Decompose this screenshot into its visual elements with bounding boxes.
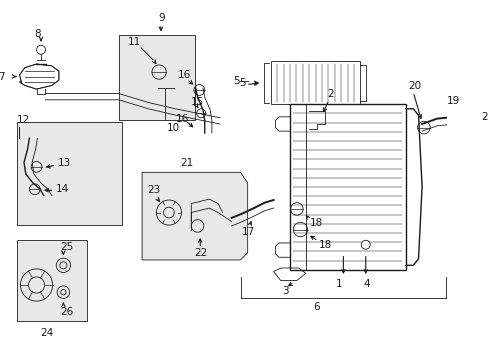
Text: 1: 1 [336, 279, 342, 289]
Text: 19: 19 [446, 96, 459, 106]
Text: 18: 18 [318, 240, 331, 250]
Text: 8: 8 [34, 29, 41, 39]
Circle shape [37, 45, 45, 54]
Text: 14: 14 [56, 184, 69, 194]
Polygon shape [142, 172, 247, 260]
Text: 24: 24 [41, 328, 54, 338]
Bar [270, 61, 360, 104]
Bar [17, 122, 122, 225]
Text: 15: 15 [190, 96, 203, 107]
Text: 20: 20 [407, 81, 420, 91]
Text: 12: 12 [17, 116, 30, 125]
Text: 16: 16 [176, 114, 189, 123]
Polygon shape [20, 64, 59, 89]
Text: 13: 13 [58, 158, 71, 168]
Polygon shape [273, 268, 305, 280]
Text: 16: 16 [178, 70, 191, 80]
Text: 4: 4 [362, 279, 369, 289]
Text: 6: 6 [313, 302, 319, 312]
Text: 25: 25 [60, 242, 73, 252]
Text: 2: 2 [326, 89, 333, 99]
Text: 3: 3 [282, 286, 288, 296]
Text: 18: 18 [309, 218, 322, 228]
Text: 10: 10 [167, 123, 180, 134]
Text: 9: 9 [158, 13, 164, 23]
Circle shape [361, 240, 369, 249]
Text: 26: 26 [60, 307, 73, 317]
Bar [289, 104, 405, 270]
Text: 21: 21 [180, 158, 193, 168]
Text: 11: 11 [127, 37, 141, 47]
Bar [17, 240, 86, 321]
Bar [119, 35, 195, 120]
Text: 23: 23 [147, 185, 161, 195]
Text: 5—: 5— [233, 76, 250, 86]
Text: 7: 7 [0, 72, 5, 82]
Text: 20: 20 [480, 112, 488, 122]
Text: 5: 5 [238, 78, 245, 88]
Text: 22: 22 [194, 248, 207, 258]
Text: 17: 17 [241, 227, 254, 237]
